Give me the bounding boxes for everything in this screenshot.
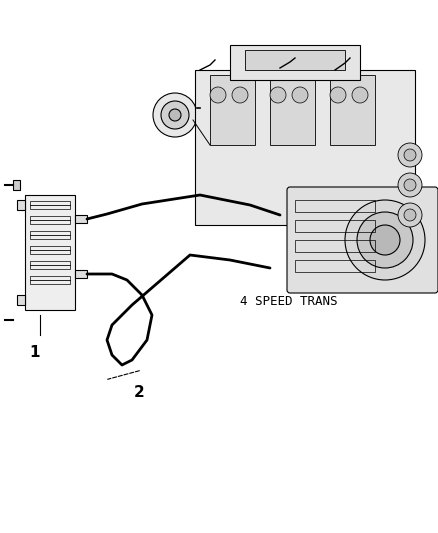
Bar: [295, 220, 375, 232]
Text: 2: 2: [134, 385, 145, 400]
Bar: [330, 75, 375, 145]
Bar: [295, 260, 375, 272]
Bar: [25, 195, 75, 310]
FancyBboxPatch shape: [287, 187, 438, 293]
Bar: [245, 50, 345, 70]
Circle shape: [404, 179, 416, 191]
Circle shape: [210, 87, 226, 103]
Circle shape: [357, 212, 413, 268]
Circle shape: [398, 143, 422, 167]
Circle shape: [169, 109, 181, 121]
Circle shape: [398, 173, 422, 197]
Polygon shape: [13, 180, 20, 190]
Bar: [230, 45, 360, 80]
Circle shape: [208, 98, 228, 118]
Circle shape: [370, 225, 400, 255]
Circle shape: [330, 87, 346, 103]
Bar: [75, 215, 87, 223]
Bar: [30, 261, 70, 269]
Bar: [30, 231, 70, 239]
Circle shape: [345, 200, 425, 280]
Bar: [210, 75, 255, 145]
Bar: [195, 70, 415, 225]
Circle shape: [352, 87, 368, 103]
Bar: [30, 216, 70, 224]
Circle shape: [153, 93, 197, 137]
Bar: [295, 240, 375, 252]
Bar: [75, 270, 87, 278]
Bar: [295, 200, 375, 212]
Bar: [270, 75, 315, 145]
Text: 1: 1: [30, 345, 40, 360]
Circle shape: [404, 209, 416, 221]
Circle shape: [270, 87, 286, 103]
Polygon shape: [17, 295, 25, 305]
Circle shape: [161, 101, 189, 129]
Bar: [30, 246, 70, 254]
Polygon shape: [17, 200, 25, 210]
Text: 4 SPEED TRANS: 4 SPEED TRANS: [240, 295, 338, 308]
Bar: [30, 201, 70, 209]
Bar: [30, 276, 70, 284]
Circle shape: [398, 203, 422, 227]
Circle shape: [200, 90, 236, 126]
Circle shape: [292, 87, 308, 103]
Circle shape: [232, 87, 248, 103]
Circle shape: [404, 149, 416, 161]
